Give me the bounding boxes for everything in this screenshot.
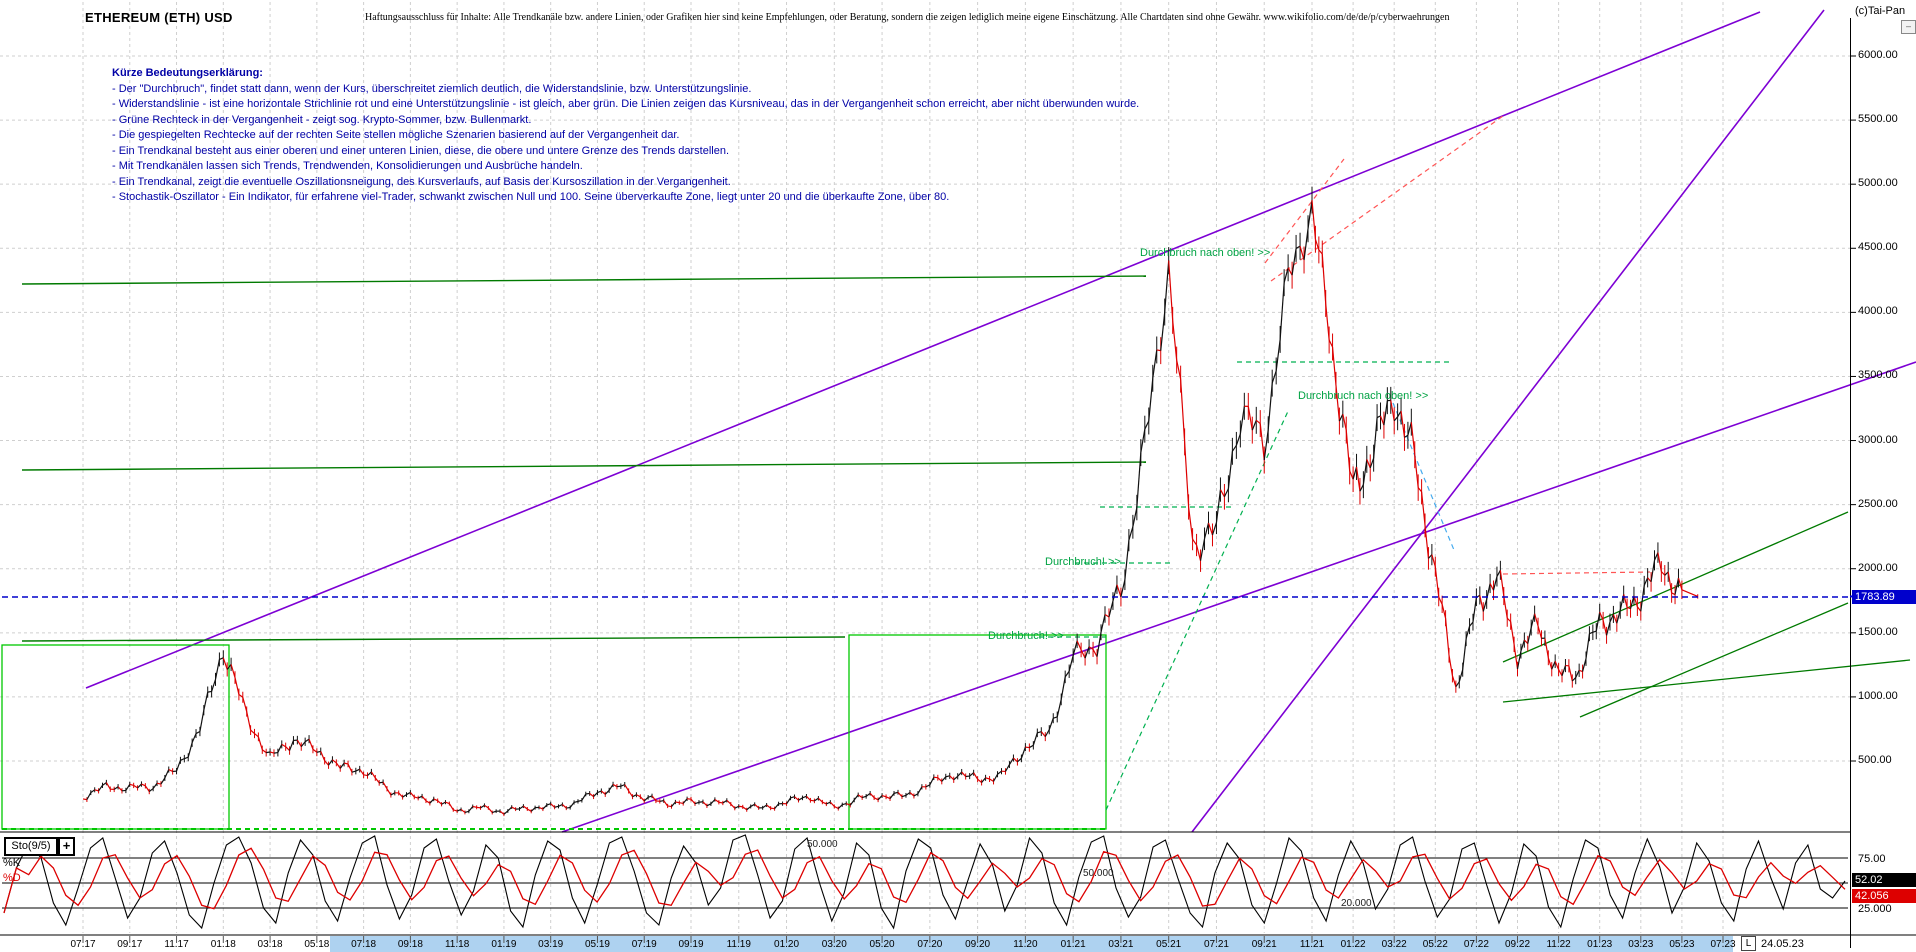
price-tick-label: 2500.00 bbox=[1858, 497, 1898, 510]
date-tick-label: 09.20 bbox=[965, 939, 991, 950]
date-tick-label: 01.22 bbox=[1340, 939, 1366, 950]
date-tick-label: 07.23 bbox=[1710, 939, 1736, 950]
date-tick-label: 07.19 bbox=[631, 939, 657, 950]
date-tick-label: 05.21 bbox=[1156, 939, 1182, 950]
price-tick-label: 4500.00 bbox=[1858, 241, 1898, 254]
legend-block: Kürze Bedeutungserklärung: - Der "Durchb… bbox=[112, 66, 1139, 206]
minimize-button[interactable]: – bbox=[1901, 20, 1916, 34]
d-series-label: %D bbox=[3, 872, 21, 884]
copyright-label: (c)Tai-Pan bbox=[1855, 5, 1906, 17]
current-price-badge: 1783.89 bbox=[1852, 590, 1916, 604]
date-tick-label: 09.19 bbox=[678, 939, 704, 950]
k-series-label: %K bbox=[3, 857, 21, 869]
price-tick-label: 1000.00 bbox=[1858, 689, 1898, 702]
date-tick-label: 05.23 bbox=[1669, 939, 1695, 950]
price-tick-label: 5000.00 bbox=[1858, 177, 1898, 190]
date-tick-label: 09.17 bbox=[117, 939, 143, 950]
date-tick-label: 11.21 bbox=[1299, 939, 1325, 950]
date-tick-label: 11.19 bbox=[726, 939, 751, 950]
date-tick-label: 07.18 bbox=[351, 939, 377, 950]
add-indicator-button[interactable]: + bbox=[58, 837, 75, 856]
date-tick-label: 03.21 bbox=[1108, 939, 1134, 950]
legend-line: - Stochastik-Oszillator - Ein Indikator,… bbox=[112, 191, 950, 203]
breakout-annotation: Durchbruch nach oben! >> bbox=[1140, 247, 1271, 259]
sto-level-label: 20.000 bbox=[1341, 898, 1372, 909]
sto-lower-label: 25.000 bbox=[1858, 903, 1892, 915]
date-tick-label: 01.20 bbox=[774, 939, 800, 950]
breakout-annotation: Durchbruch! >> bbox=[1045, 556, 1121, 568]
page-title: ETHEREUM (ETH) USD bbox=[85, 10, 233, 25]
price-tick-label: 3000.00 bbox=[1858, 433, 1898, 446]
price-tick-label: 500.00 bbox=[1858, 753, 1892, 766]
breakout-annotation: Durchbruch nach oben! >> bbox=[1298, 390, 1429, 402]
date-tick-label: 05.22 bbox=[1422, 939, 1448, 950]
last-date-label: 24.05.23 bbox=[1761, 938, 1804, 950]
date-tick-label: 05.18 bbox=[304, 939, 330, 950]
legend-title: Kürze Bedeutungserklärung: bbox=[112, 67, 263, 79]
sto-level-label: 50.000 bbox=[807, 839, 838, 850]
date-tick-label: 07.17 bbox=[70, 939, 96, 950]
date-tick-label: 07.21 bbox=[1203, 939, 1229, 950]
sto-level-label: 50.000 bbox=[1083, 868, 1114, 879]
indicator-label[interactable]: Sto(9/5) bbox=[4, 837, 58, 856]
sto-upper-label: 75.00 bbox=[1858, 853, 1886, 865]
date-tick-label: 07.22 bbox=[1463, 939, 1489, 950]
date-tick-label: 09.18 bbox=[397, 939, 423, 950]
sto-d-value-badge: 42.056 bbox=[1852, 889, 1916, 903]
legend-line: - Die gespiegelten Rechtecke auf der rec… bbox=[112, 129, 680, 141]
date-tick-label: 07.20 bbox=[917, 939, 943, 950]
price-tick-label: 2000.00 bbox=[1858, 561, 1898, 574]
price-tick-label: 6000.00 bbox=[1858, 49, 1898, 61]
price-tick-label: 3500.00 bbox=[1858, 369, 1898, 382]
legend-line: - Widerstandslinie - ist eine horizontal… bbox=[112, 98, 1140, 110]
l-button[interactable]: L bbox=[1741, 936, 1756, 951]
date-range-highlight bbox=[330, 936, 1733, 952]
legend-line: - Mit Trendkanälen lassen sich Trends, T… bbox=[112, 160, 583, 172]
date-tick-label: 09.21 bbox=[1251, 939, 1277, 950]
date-tick-label: 01.19 bbox=[491, 939, 517, 950]
date-tick-label: 01.21 bbox=[1060, 939, 1086, 950]
date-tick-label: 11.22 bbox=[1546, 939, 1571, 950]
legend-line: - Der "Durchbruch", findet statt dann, w… bbox=[112, 82, 752, 95]
date-tick-label: 03.20 bbox=[821, 939, 847, 950]
date-tick-label: 09.22 bbox=[1504, 939, 1531, 950]
date-tick-label: 05.19 bbox=[584, 939, 610, 950]
breakout-annotation: Durchbruch! >> bbox=[988, 630, 1064, 642]
date-tick-label: 03.18 bbox=[257, 939, 283, 950]
disclaimer-text: Haftungsausschluss für Inhalte: Alle Tre… bbox=[365, 12, 1450, 23]
date-tick-label: 11.17 bbox=[164, 939, 189, 950]
date-tick-label: 05.20 bbox=[869, 939, 895, 950]
date-tick-label: 11.20 bbox=[1013, 939, 1038, 950]
sto-k-value-badge: 52.02 bbox=[1852, 873, 1916, 887]
date-tick-label: 03.22 bbox=[1381, 939, 1407, 950]
date-tick-label: 03.23 bbox=[1628, 939, 1654, 950]
legend-line: - Grüne Rechteck in der Vergangenheit - … bbox=[112, 113, 532, 126]
price-tick-label: 4000.00 bbox=[1858, 305, 1898, 318]
price-tick-label: 1500.00 bbox=[1858, 625, 1898, 638]
legend-line: - Ein Trendkanal, zeigt die eventuelle O… bbox=[112, 175, 731, 188]
price-tick-label: 5500.00 bbox=[1858, 113, 1898, 126]
date-tick-label: 01.18 bbox=[210, 939, 236, 950]
date-tick-label: 11.18 bbox=[444, 939, 470, 950]
legend-line: - Ein Trendkanal besteht aus einer obere… bbox=[112, 144, 730, 157]
date-tick-label: 03.19 bbox=[538, 939, 564, 950]
date-tick-label: 01.23 bbox=[1587, 939, 1613, 950]
